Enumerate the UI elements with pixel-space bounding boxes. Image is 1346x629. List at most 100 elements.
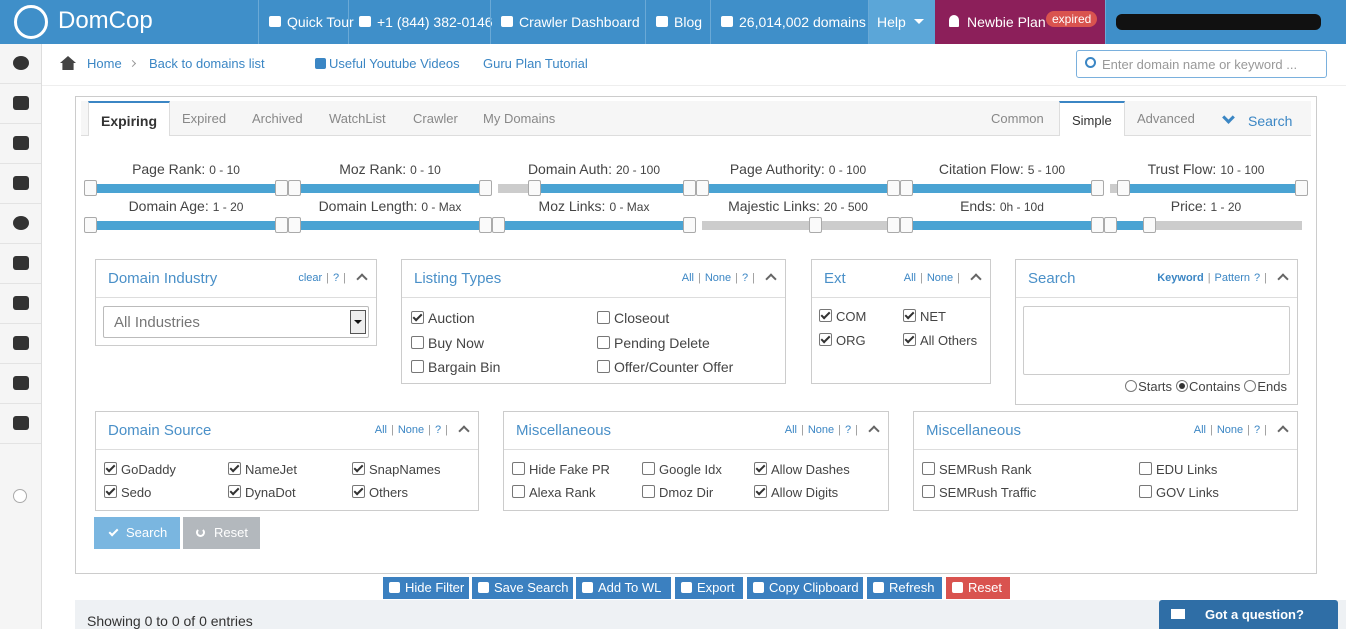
breadcrumb-link[interactable]: Useful Youtube Videos [329,56,460,71]
panel-control[interactable]: All [903,272,916,284]
slider-handle[interactable] [288,217,301,233]
nav-item[interactable]: +1 (844) 382-0146 [348,0,493,44]
panel-control[interactable]: All [784,424,797,436]
checkbox[interactable] [352,485,365,498]
collapse-icon[interactable] [970,273,982,285]
panel-control[interactable]: ? [1254,424,1261,436]
checkbox-option[interactable]: Allow Digits [754,485,838,500]
radio-option[interactable]: Starts [1125,379,1172,394]
collapse-icon[interactable] [868,425,880,437]
slider-handle[interactable] [887,180,900,196]
checkbox[interactable] [104,462,117,475]
checkbox-option[interactable]: SEMRush Rank [922,462,1031,477]
sidebar-icon[interactable] [13,416,29,430]
checkbox[interactable] [642,485,655,498]
chat-widget[interactable]: Got a question? [1159,600,1338,629]
slider-handle[interactable] [1143,217,1157,233]
checkbox[interactable] [597,360,610,373]
sidebar-icon[interactable] [13,176,29,190]
breadcrumb-link[interactable]: Guru Plan Tutorial [483,56,588,71]
toolbar-button[interactable]: Save Search [472,577,573,599]
checkbox-option[interactable]: NameJet [228,462,297,477]
checkbox[interactable] [903,309,916,322]
panel-control[interactable]: All [1193,424,1206,436]
tab[interactable]: Advanced [1137,111,1195,126]
checkbox-option[interactable]: GoDaddy [104,462,176,477]
tab[interactable]: Crawler [413,111,458,126]
nav-item[interactable]: Quick Tour [258,0,354,44]
tab[interactable]: WatchList [329,111,386,126]
slider-handle[interactable] [1091,217,1104,233]
tab[interactable]: Expired [182,111,227,126]
checkbox[interactable] [903,333,916,346]
checkbox[interactable] [597,311,610,324]
radio[interactable] [1125,380,1138,392]
slider-handle[interactable] [84,180,97,196]
checkbox-option[interactable]: SnapNames [352,462,441,477]
collapse-icon[interactable] [1277,425,1289,437]
checkbox[interactable] [104,485,117,498]
panel-control[interactable]: All [681,272,694,284]
slider-handle[interactable] [900,217,913,233]
panel-control[interactable]: ? [435,424,442,436]
checkbox-option[interactable]: Buy Now [411,335,484,351]
checkbox[interactable] [754,462,767,475]
slider-handle[interactable] [683,180,696,196]
checkbox-option[interactable]: DynaDot [228,485,296,500]
panel-control[interactable]: ? [1254,272,1261,284]
domain-search-input[interactable]: Enter domain name or keyword ... [1076,50,1327,78]
slider-handle[interactable] [900,180,913,196]
checkbox[interactable] [819,309,832,322]
checkbox-option[interactable]: Closeout [597,310,669,326]
checkbox-option[interactable]: EDU Links [1139,462,1217,477]
panel-control[interactable]: None [704,272,732,284]
tab[interactable]: Archived [252,111,303,126]
breadcrumb-link[interactable]: Home [87,56,122,71]
toolbar-button[interactable]: Add To WL [576,577,671,599]
slider-handle[interactable] [1104,217,1117,233]
checkbox[interactable] [228,462,241,475]
slider-handle[interactable] [479,217,492,233]
slider-handle[interactable] [275,180,288,196]
checkbox[interactable] [411,311,424,324]
sidebar-icon[interactable] [13,216,29,230]
checkbox[interactable] [411,360,424,373]
panel-control[interactable]: Keyword [1157,272,1204,284]
panel-control[interactable]: None [807,424,835,436]
sidebar-icon[interactable] [13,56,29,70]
checkbox-option[interactable]: Allow Dashes [754,462,850,477]
checkbox-option[interactable]: SEMRush Traffic [922,485,1036,500]
collapse-icon[interactable] [1277,273,1289,285]
panel-control[interactable]: Pattern [1214,272,1251,284]
checkbox[interactable] [512,462,525,475]
sidebar-icon[interactable] [13,296,29,310]
panel-control[interactable]: ? [333,272,340,284]
checkbox-option[interactable]: GOV Links [1139,485,1219,500]
breadcrumb-link[interactable]: Back to domains list [149,56,265,71]
radio[interactable] [1176,380,1189,392]
radio-option[interactable]: Contains [1176,379,1240,394]
collapse-icon[interactable] [356,273,368,285]
panel-control[interactable]: None [397,424,425,436]
checkbox-option[interactable]: All Others [903,333,977,348]
checkbox-option[interactable]: COM [819,309,866,324]
slider-handle[interactable] [887,217,900,233]
panel-control[interactable]: All [374,424,387,436]
brand[interactable]: DomCop [58,7,153,34]
toolbar-button[interactable]: Reset [946,577,1010,599]
toolbar-button[interactable]: Hide Filter [383,577,469,599]
toolbar-button[interactable]: Export [675,577,743,599]
checkbox-option[interactable]: Dmoz Dir [642,485,713,500]
checkbox[interactable] [1139,485,1152,498]
slider-handle[interactable] [492,217,505,233]
radio-option[interactable]: Ends [1244,379,1287,394]
sidebar-icon[interactable] [13,136,29,150]
checkbox-option[interactable]: Hide Fake PR [512,462,610,477]
sidebar-icon[interactable] [13,489,27,503]
checkbox-option[interactable]: NET [903,309,946,324]
slider-handle[interactable] [528,180,542,196]
checkbox-option[interactable]: Offer/Counter Offer [597,359,733,375]
sidebar-icon[interactable] [13,256,29,270]
sidebar-icon[interactable] [13,376,29,390]
nav-item[interactable]: Blog [645,0,710,44]
